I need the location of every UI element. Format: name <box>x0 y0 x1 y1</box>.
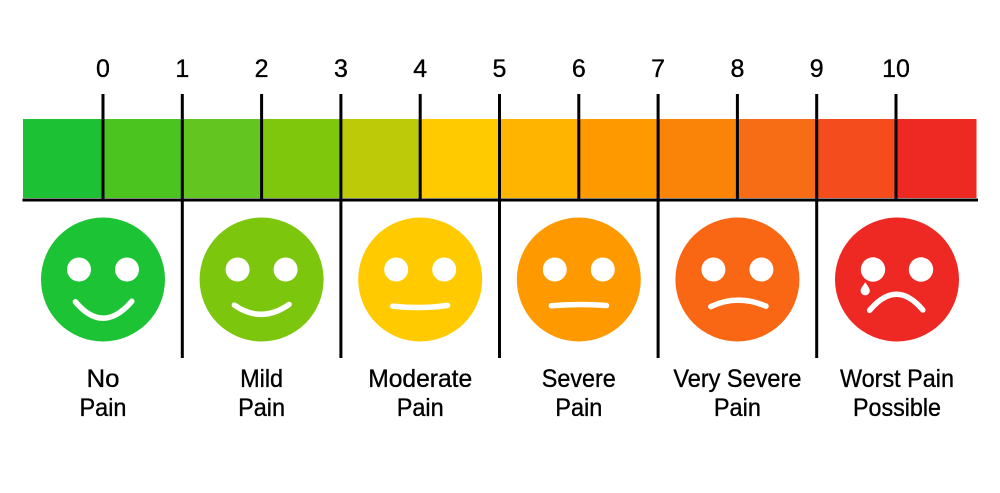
svg-text:1: 1 <box>175 55 189 83</box>
svg-text:2: 2 <box>255 55 269 83</box>
svg-text:7: 7 <box>651 55 665 83</box>
svg-text:3: 3 <box>334 55 348 83</box>
svg-text:6: 6 <box>572 55 586 83</box>
svg-text:0: 0 <box>96 55 110 83</box>
svg-text:5: 5 <box>493 55 507 83</box>
svg-text:4: 4 <box>413 55 427 83</box>
svg-text:10: 10 <box>882 55 910 83</box>
svg-text:8: 8 <box>730 55 744 83</box>
svg-text:9: 9 <box>810 55 824 83</box>
